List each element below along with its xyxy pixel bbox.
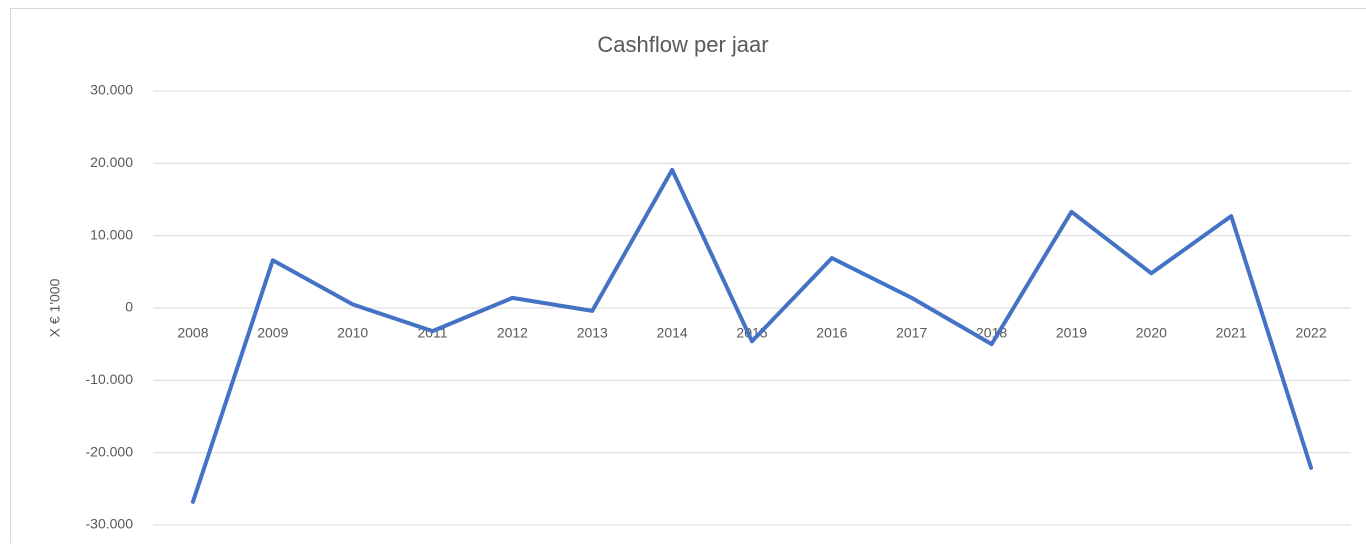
x-tick-label: 2009 bbox=[257, 325, 288, 341]
y-axis-title: X € 1'000 bbox=[47, 278, 63, 337]
y-tick-label: 0 bbox=[125, 299, 133, 315]
y-tick-label: -20.000 bbox=[86, 443, 134, 459]
chart-title: Cashflow per jaar bbox=[597, 32, 768, 57]
x-tick-label: 2017 bbox=[896, 325, 927, 341]
y-tick-label: -30.000 bbox=[86, 516, 134, 532]
y-tick-label: 20.000 bbox=[90, 154, 133, 170]
x-tick-label: 2008 bbox=[177, 325, 208, 341]
x-tick-label: 2010 bbox=[337, 325, 368, 341]
x-tick-label: 2019 bbox=[1056, 325, 1087, 341]
x-tick-label: 2016 bbox=[816, 325, 847, 341]
x-tick-label: 2014 bbox=[657, 325, 688, 341]
x-tick-label: 2013 bbox=[577, 325, 608, 341]
y-tick-label: 30.000 bbox=[90, 82, 133, 98]
y-tick-label: 10.000 bbox=[90, 226, 133, 242]
x-tick-label: 2021 bbox=[1216, 325, 1247, 341]
chart-frame bbox=[11, 9, 1366, 544]
x-tick-label: 2020 bbox=[1136, 325, 1167, 341]
x-tick-label: 2022 bbox=[1295, 325, 1326, 341]
x-tick-label: 2012 bbox=[497, 325, 528, 341]
y-tick-label: -10.000 bbox=[86, 371, 134, 387]
